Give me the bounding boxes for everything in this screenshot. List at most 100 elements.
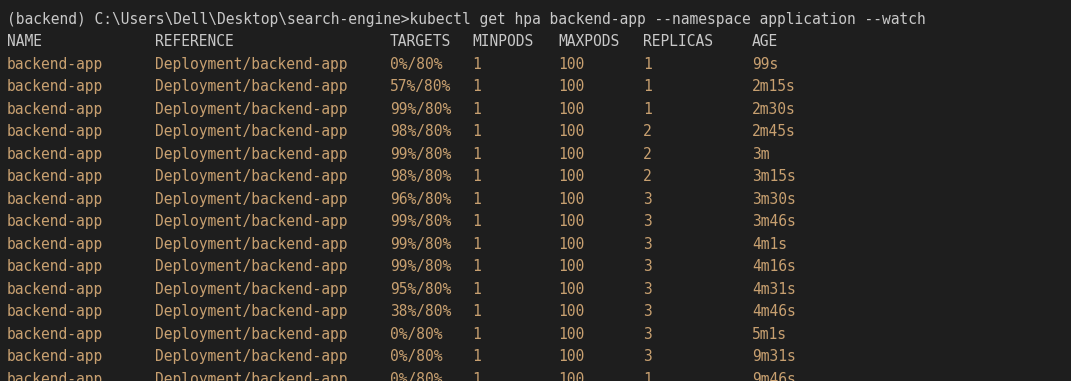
Text: backend-app: backend-app	[7, 349, 103, 364]
Text: 5m1s: 5m1s	[752, 327, 787, 342]
Text: backend-app: backend-app	[7, 327, 103, 342]
Text: 2: 2	[643, 124, 652, 139]
Text: backend-app: backend-app	[7, 282, 103, 297]
Text: 100: 100	[558, 147, 585, 162]
Text: 0%/80%: 0%/80%	[390, 57, 442, 72]
Text: REFERENCE: REFERENCE	[155, 34, 233, 49]
Text: 96%/80%: 96%/80%	[390, 192, 451, 207]
Text: 1: 1	[472, 372, 481, 381]
Text: 98%/80%: 98%/80%	[390, 169, 451, 184]
Text: 4m1s: 4m1s	[752, 237, 787, 252]
Text: 1: 1	[472, 282, 481, 297]
Text: 38%/80%: 38%/80%	[390, 304, 451, 319]
Text: 99%/80%: 99%/80%	[390, 102, 451, 117]
Text: backend-app: backend-app	[7, 192, 103, 207]
Text: backend-app: backend-app	[7, 169, 103, 184]
Text: Deployment/backend-app: Deployment/backend-app	[155, 192, 347, 207]
Text: backend-app: backend-app	[7, 304, 103, 319]
Text: Deployment/backend-app: Deployment/backend-app	[155, 282, 347, 297]
Text: 9m31s: 9m31s	[752, 349, 796, 364]
Text: Deployment/backend-app: Deployment/backend-app	[155, 102, 347, 117]
Text: Deployment/backend-app: Deployment/backend-app	[155, 327, 347, 342]
Text: 1: 1	[472, 259, 481, 274]
Text: 1: 1	[472, 102, 481, 117]
Text: 100: 100	[558, 214, 585, 229]
Text: 1: 1	[472, 192, 481, 207]
Text: 100: 100	[558, 192, 585, 207]
Text: backend-app: backend-app	[7, 214, 103, 229]
Text: backend-app: backend-app	[7, 57, 103, 72]
Text: 1: 1	[472, 147, 481, 162]
Text: 3: 3	[643, 259, 652, 274]
Text: 99%/80%: 99%/80%	[390, 214, 451, 229]
Text: Deployment/backend-app: Deployment/backend-app	[155, 349, 347, 364]
Text: 4m16s: 4m16s	[752, 259, 796, 274]
Text: 1: 1	[643, 372, 652, 381]
Text: Deployment/backend-app: Deployment/backend-app	[155, 304, 347, 319]
Text: Deployment/backend-app: Deployment/backend-app	[155, 259, 347, 274]
Text: REPLICAS: REPLICAS	[643, 34, 713, 49]
Text: 100: 100	[558, 124, 585, 139]
Text: backend-app: backend-app	[7, 124, 103, 139]
Text: 1: 1	[472, 304, 481, 319]
Text: 1: 1	[472, 79, 481, 94]
Text: 1: 1	[472, 57, 481, 72]
Text: MINPODS: MINPODS	[472, 34, 533, 49]
Text: 0%/80%: 0%/80%	[390, 372, 442, 381]
Text: 1: 1	[472, 169, 481, 184]
Text: 100: 100	[558, 327, 585, 342]
Text: MAXPODS: MAXPODS	[558, 34, 619, 49]
Text: 100: 100	[558, 282, 585, 297]
Text: 99%/80%: 99%/80%	[390, 237, 451, 252]
Text: 100: 100	[558, 237, 585, 252]
Text: 0%/80%: 0%/80%	[390, 349, 442, 364]
Text: backend-app: backend-app	[7, 259, 103, 274]
Text: Deployment/backend-app: Deployment/backend-app	[155, 214, 347, 229]
Text: 3: 3	[643, 304, 652, 319]
Text: 1: 1	[472, 327, 481, 342]
Text: 3m30s: 3m30s	[752, 192, 796, 207]
Text: 100: 100	[558, 259, 585, 274]
Text: Deployment/backend-app: Deployment/backend-app	[155, 79, 347, 94]
Text: 2: 2	[643, 169, 652, 184]
Text: 3m15s: 3m15s	[752, 169, 796, 184]
Text: Deployment/backend-app: Deployment/backend-app	[155, 147, 347, 162]
Text: 3m: 3m	[752, 147, 769, 162]
Text: 2m15s: 2m15s	[752, 79, 796, 94]
Text: 100: 100	[558, 57, 585, 72]
Text: Deployment/backend-app: Deployment/backend-app	[155, 124, 347, 139]
Text: 100: 100	[558, 102, 585, 117]
Text: TARGETS: TARGETS	[390, 34, 451, 49]
Text: 0%/80%: 0%/80%	[390, 327, 442, 342]
Text: 1: 1	[472, 214, 481, 229]
Text: Deployment/backend-app: Deployment/backend-app	[155, 57, 347, 72]
Text: Deployment/backend-app: Deployment/backend-app	[155, 169, 347, 184]
Text: 1: 1	[643, 79, 652, 94]
Text: 2: 2	[643, 147, 652, 162]
Text: 4m46s: 4m46s	[752, 304, 796, 319]
Text: 99s: 99s	[752, 57, 779, 72]
Text: 1: 1	[472, 349, 481, 364]
Text: 4m31s: 4m31s	[752, 282, 796, 297]
Text: 3: 3	[643, 214, 652, 229]
Text: 3: 3	[643, 192, 652, 207]
Text: NAME: NAME	[7, 34, 42, 49]
Text: backend-app: backend-app	[7, 372, 103, 381]
Text: 100: 100	[558, 169, 585, 184]
Text: 2m45s: 2m45s	[752, 124, 796, 139]
Text: 1: 1	[472, 124, 481, 139]
Text: 99%/80%: 99%/80%	[390, 259, 451, 274]
Text: 9m46s: 9m46s	[752, 372, 796, 381]
Text: 100: 100	[558, 349, 585, 364]
Text: Deployment/backend-app: Deployment/backend-app	[155, 372, 347, 381]
Text: 3: 3	[643, 237, 652, 252]
Text: 1: 1	[643, 102, 652, 117]
Text: Deployment/backend-app: Deployment/backend-app	[155, 237, 347, 252]
Text: 3: 3	[643, 282, 652, 297]
Text: backend-app: backend-app	[7, 79, 103, 94]
Text: 1: 1	[472, 237, 481, 252]
Text: AGE: AGE	[752, 34, 779, 49]
Text: 3m46s: 3m46s	[752, 214, 796, 229]
Text: 100: 100	[558, 79, 585, 94]
Text: backend-app: backend-app	[7, 147, 103, 162]
